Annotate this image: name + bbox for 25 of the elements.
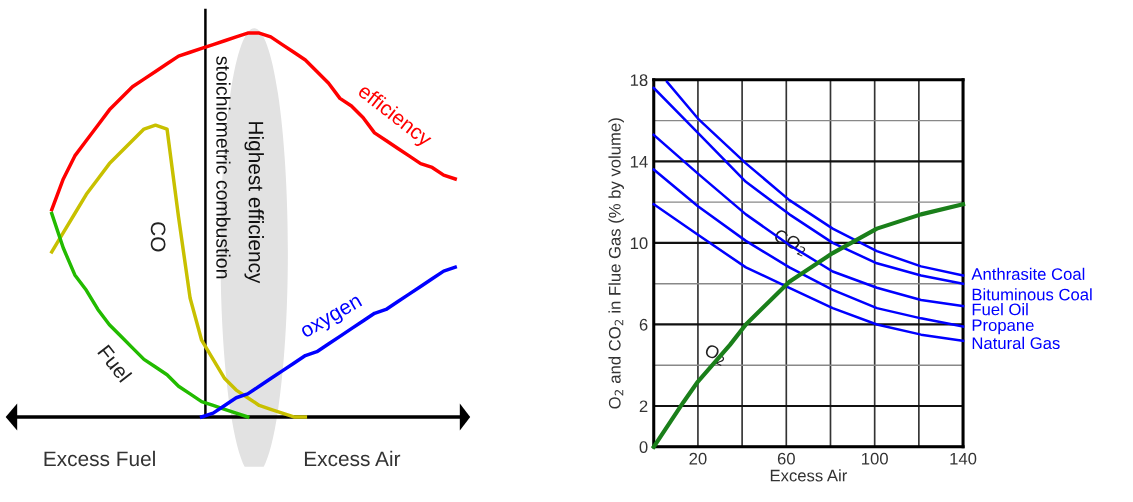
text: CO <box>150 222 166 252</box>
text: Excess Fuel <box>44 450 155 467</box>
y-tick-label: 18 <box>630 74 648 87</box>
y-tick-label: 2 <box>639 400 648 413</box>
y-tick-label: 6 <box>639 318 648 331</box>
y-tick-label: 0 <box>639 441 648 453</box>
y-axis-title: O$_{2}$ and CO$_{2}$ in Flue Gas (% by volume) <box>608 118 624 409</box>
y-tick-label: 14 <box>630 155 648 168</box>
annotation: stoichiometric combustion <box>216 56 231 279</box>
series-label: Anthrasite Coal <box>971 267 1085 281</box>
line-series <box>652 168 965 328</box>
x-tick-label: 60 <box>777 452 795 465</box>
series-label: Fuel Oil <box>972 303 1028 316</box>
annotation: Highest efficiency <box>244 122 264 284</box>
x-tick-label: 100 <box>862 452 888 465</box>
line-series <box>652 202 965 343</box>
text: Excess Air <box>304 450 401 467</box>
x-axis-title: Excess Air <box>770 469 848 482</box>
line-series <box>652 133 965 308</box>
series-label: Bituminous Coal <box>972 288 1092 301</box>
y-tick-label: 10 <box>630 237 648 250</box>
series-label: Propane <box>972 319 1034 335</box>
series-label: Natural Gas <box>972 336 1060 350</box>
x-tick-label: 140 <box>950 452 977 465</box>
x-tick-label: 20 <box>689 452 707 465</box>
